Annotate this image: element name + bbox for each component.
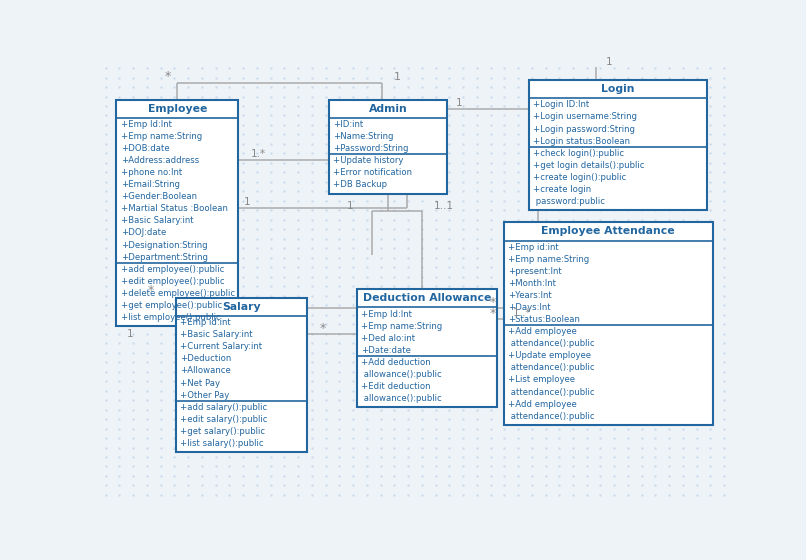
Text: +Month:Int: +Month:Int (508, 279, 556, 288)
Text: +Emp name:String: +Emp name:String (361, 321, 442, 330)
Text: *: * (489, 307, 496, 320)
Text: +get employee():public: +get employee():public (121, 301, 222, 310)
Text: +Martial Status :Boolean: +Martial Status :Boolean (121, 204, 227, 213)
Text: +Emp name:String: +Emp name:String (508, 255, 589, 264)
Text: 1..*: 1..* (513, 309, 532, 319)
Text: +Add employee: +Add employee (508, 327, 577, 336)
Text: +Other Pay: +Other Pay (180, 390, 230, 400)
Text: +edit employee():public: +edit employee():public (121, 277, 224, 286)
Text: +Years:Int: +Years:Int (508, 291, 552, 300)
Text: Employee Attendance: Employee Attendance (542, 226, 675, 236)
Text: +list salary():public: +list salary():public (180, 439, 264, 448)
Text: +phone no:Int: +phone no:Int (121, 168, 182, 177)
Text: Employee: Employee (147, 104, 207, 114)
Text: attendance():public: attendance():public (508, 339, 595, 348)
Text: +Edit deduction: +Edit deduction (361, 382, 430, 391)
Text: +Error notification: +Error notification (333, 168, 412, 177)
Text: Salary: Salary (222, 302, 260, 312)
Text: +add salary():public: +add salary():public (180, 403, 268, 412)
Text: allowance():public: allowance():public (361, 370, 442, 379)
Text: attendance():public: attendance():public (508, 388, 595, 396)
Text: +Emp name:String: +Emp name:String (121, 132, 202, 141)
Text: 1.*: 1.* (251, 149, 266, 159)
Text: +Address:address: +Address:address (121, 156, 199, 165)
FancyBboxPatch shape (529, 80, 707, 211)
Text: +Password:String: +Password:String (333, 144, 409, 153)
Text: +Net Pay: +Net Pay (180, 379, 220, 388)
Text: Deduction Allowance: Deduction Allowance (363, 293, 492, 304)
Text: +Emp id:int: +Emp id:int (508, 242, 559, 251)
Text: +DB Backup: +DB Backup (333, 180, 387, 189)
Text: +Emp id:int: +Emp id:int (180, 318, 231, 327)
Text: +Days:Int: +Days:Int (508, 303, 550, 312)
Text: +Department:String: +Department:String (121, 253, 208, 262)
FancyBboxPatch shape (329, 100, 447, 194)
Text: +Deduction: +Deduction (180, 354, 231, 363)
Text: +edit salary():public: +edit salary():public (180, 415, 268, 424)
Text: +Basic Salary:int: +Basic Salary:int (121, 216, 193, 225)
Text: +Add employee: +Add employee (508, 400, 577, 409)
Text: +list employee():public: +list employee():public (121, 313, 221, 322)
Text: *: * (489, 296, 496, 309)
Text: +Status:Boolean: +Status:Boolean (508, 315, 580, 324)
Text: +Login username:String: +Login username:String (533, 113, 637, 122)
Text: Admin: Admin (368, 104, 408, 114)
Text: +List employee: +List employee (508, 376, 575, 385)
Text: +get login details():public: +get login details():public (533, 161, 645, 170)
Text: +create login():public: +create login():public (533, 173, 626, 182)
Text: +Basic Salary:int: +Basic Salary:int (180, 330, 253, 339)
FancyBboxPatch shape (176, 298, 307, 452)
Text: Login: Login (601, 84, 634, 94)
Text: +Update employee: +Update employee (508, 351, 591, 360)
Text: +Ded alo:int: +Ded alo:int (361, 334, 415, 343)
Text: attendance():public: attendance():public (508, 412, 595, 421)
Text: +Designation:String: +Designation:String (121, 241, 207, 250)
Text: 1: 1 (605, 57, 612, 67)
Text: +get salary():public: +get salary():public (180, 427, 265, 436)
Text: allowance():public: allowance():public (361, 394, 442, 403)
Text: +ID:int: +ID:int (333, 120, 364, 129)
Text: +Login ID:Int: +Login ID:Int (533, 100, 589, 109)
Text: +DOB:date: +DOB:date (121, 144, 169, 153)
Text: +delete employee():public: +delete employee():public (121, 289, 235, 298)
Text: 1: 1 (127, 329, 134, 339)
Text: +DOJ:date: +DOJ:date (121, 228, 166, 237)
Text: +Gender:Boolean: +Gender:Boolean (121, 192, 197, 201)
Text: +Allowance: +Allowance (180, 366, 231, 375)
Text: +add employee():public: +add employee():public (121, 265, 224, 274)
Text: attendance():public: attendance():public (508, 363, 595, 372)
Text: password:public: password:public (533, 197, 605, 206)
Text: *: * (147, 284, 154, 297)
Text: +Email:String: +Email:String (121, 180, 180, 189)
Text: +check login():public: +check login():public (533, 149, 624, 158)
Text: *: * (164, 70, 171, 83)
FancyBboxPatch shape (504, 222, 713, 425)
Text: +Update history: +Update history (333, 156, 404, 165)
Text: 1..1: 1..1 (434, 200, 455, 211)
FancyBboxPatch shape (116, 100, 239, 326)
Text: +Add deduction: +Add deduction (361, 358, 431, 367)
Text: 1: 1 (394, 72, 401, 82)
Text: 1: 1 (455, 97, 462, 108)
Text: 1: 1 (347, 200, 354, 211)
Text: 1: 1 (244, 197, 251, 207)
Text: +Current Salary:int: +Current Salary:int (180, 342, 262, 351)
Text: +Name:String: +Name:String (333, 132, 393, 141)
Text: +Login status:Boolean: +Login status:Boolean (533, 137, 630, 146)
Text: +present:Int: +present:Int (508, 267, 562, 276)
Text: *: * (319, 321, 326, 334)
Text: +Emp Id:Int: +Emp Id:Int (361, 310, 412, 319)
FancyBboxPatch shape (357, 290, 497, 408)
Text: +create login: +create login (533, 185, 591, 194)
Text: +Login password:String: +Login password:String (533, 124, 635, 133)
Text: +Date:date: +Date:date (361, 346, 411, 354)
Text: +Emp Id:Int: +Emp Id:Int (121, 120, 172, 129)
